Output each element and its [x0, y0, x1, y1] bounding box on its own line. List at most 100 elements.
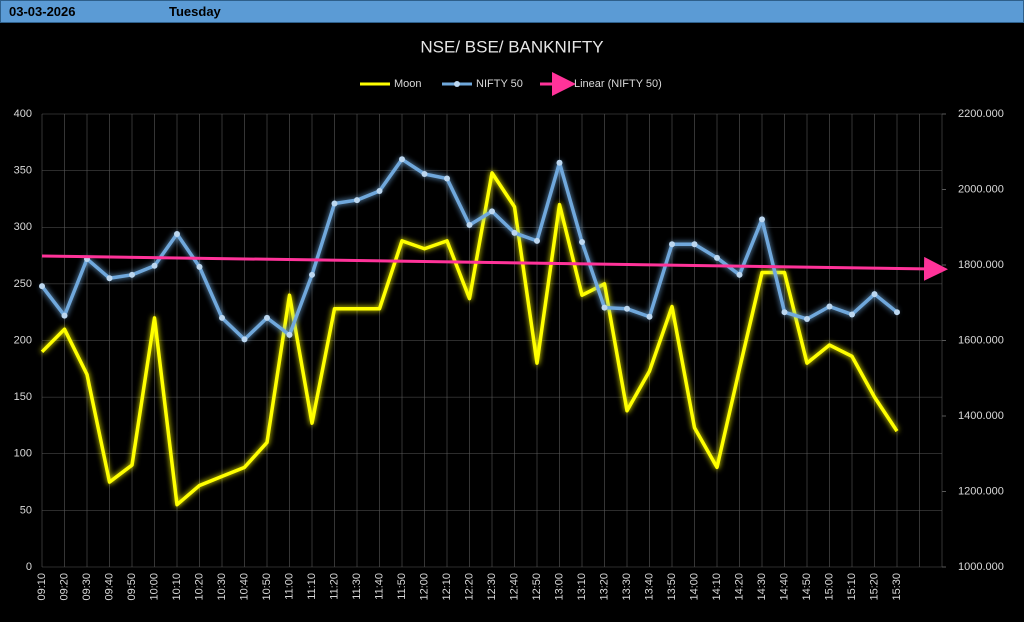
series-line: [40, 171, 899, 507]
point: [331, 200, 338, 207]
point: [219, 314, 225, 321]
trendline: [41, 254, 948, 281]
point: [556, 159, 563, 166]
point: [196, 263, 203, 270]
x-tick-label: 12:00: [418, 573, 430, 601]
x-tick-label: 15:30: [891, 573, 903, 601]
x-tick-label: 10:30: [216, 573, 228, 601]
y-tick-label: 50: [20, 504, 32, 516]
point: [354, 197, 360, 204]
x-tick-label: 13:20: [598, 573, 610, 601]
point: [624, 305, 630, 312]
y2-tick-label: 2000.000: [958, 183, 1004, 195]
point: [534, 237, 540, 244]
point: [376, 188, 383, 195]
y2-tick-label: 1400.000: [958, 410, 1004, 422]
point: [669, 241, 675, 248]
legend-marker: [454, 81, 460, 87]
point: [106, 275, 113, 282]
x-tick-label: 13:40: [643, 573, 655, 601]
x-tick-label: 10:50: [261, 573, 273, 601]
point: [61, 312, 68, 319]
point: [736, 271, 743, 278]
x-tick-label: 11:50: [396, 573, 408, 600]
x-tick-label: 15:20: [868, 573, 880, 601]
y-tick-label: 300: [14, 221, 32, 233]
point: [871, 291, 878, 298]
x-tick-label: 14:00: [688, 573, 700, 601]
x-tick-label: 13:00: [553, 573, 565, 601]
y-tick-label: 200: [14, 334, 32, 346]
x-tick-label: 13:50: [666, 573, 678, 601]
x-tick-label: 15:10: [846, 573, 858, 601]
x-tick-label: 12:50: [531, 573, 543, 601]
y2-tick-label: 1600.000: [958, 334, 1004, 346]
x-tick-label: 09:30: [81, 573, 93, 601]
point: [174, 231, 180, 238]
y-tick-label: 100: [14, 448, 32, 460]
point: [601, 304, 608, 311]
y-tick-label: 0: [26, 561, 32, 573]
x-tick-label: 12:20: [463, 573, 475, 601]
y-tick-label: 150: [14, 391, 32, 403]
x-tick-label: 14:30: [756, 573, 768, 601]
point: [309, 271, 315, 278]
point: [579, 238, 585, 245]
legend-label: Moon: [394, 78, 422, 90]
chart-title: NSE/ BSE/ BANKNIFTY: [420, 37, 603, 56]
x-tick-label: 10:00: [148, 573, 160, 601]
x-tick-label: 14:20: [733, 573, 745, 601]
y2-tick-label: 2200.000: [958, 108, 1004, 120]
day: Tuesday: [169, 4, 221, 19]
legend-label: NIFTY 50: [476, 78, 523, 90]
x-tick-label: 10:10: [171, 573, 183, 601]
x-tick-label: 11:10: [306, 573, 318, 600]
x-tick-label: 11:30: [351, 573, 363, 600]
point: [894, 309, 900, 316]
x-tick-label: 14:40: [778, 573, 790, 601]
point: [759, 216, 765, 223]
y2-tick-label: 1200.000: [958, 485, 1004, 497]
x-tick-label: 12:40: [508, 573, 520, 601]
x-tick-label: 11:40: [373, 573, 385, 600]
point: [241, 336, 248, 343]
y-tick-label: 350: [14, 165, 32, 177]
x-tick-label: 09:40: [103, 573, 115, 601]
point: [421, 171, 428, 178]
point: [286, 331, 293, 338]
point: [151, 262, 158, 269]
y2-tick-label: 1800.000: [958, 259, 1004, 271]
y2-tick-label: 1000.000: [958, 561, 1004, 573]
x-tick-label: 09:10: [36, 573, 48, 601]
point: [39, 283, 45, 290]
point: [691, 241, 698, 248]
x-tick-label: 13:30: [621, 573, 633, 601]
x-tick-label: 09:50: [126, 573, 138, 601]
point: [399, 156, 405, 163]
chart: NSE/ BSE/ BANKNIFTY 0 50 100 150 200 250 300 35…: [14, 37, 1004, 601]
point: [714, 254, 720, 261]
point: [781, 309, 788, 316]
point: [511, 229, 518, 236]
y-tick-label: 400: [14, 108, 32, 120]
point: [804, 315, 810, 322]
legend-label: Linear (NIFTY 50): [574, 78, 662, 90]
x-tick-label: 10:20: [193, 573, 205, 601]
point: [826, 303, 833, 310]
x-tick-label: 12:10: [441, 573, 453, 601]
point: [646, 313, 653, 320]
point: [264, 314, 270, 321]
date: 03-03-2026: [9, 4, 76, 19]
x-tick-label: 10:40: [238, 573, 250, 601]
x-tick-label: 12:30: [486, 573, 498, 601]
point: [444, 175, 450, 182]
header-bar: 03-03-2026 Tuesday: [0, 0, 1024, 23]
point: [466, 221, 473, 228]
x-tick-label: 15:00: [823, 573, 835, 601]
x-tick-label: 09:20: [58, 573, 70, 601]
point: [489, 208, 495, 215]
y-tick-label: 250: [14, 278, 32, 290]
point: [849, 311, 855, 318]
x-tick-label: 11:00: [283, 573, 295, 600]
